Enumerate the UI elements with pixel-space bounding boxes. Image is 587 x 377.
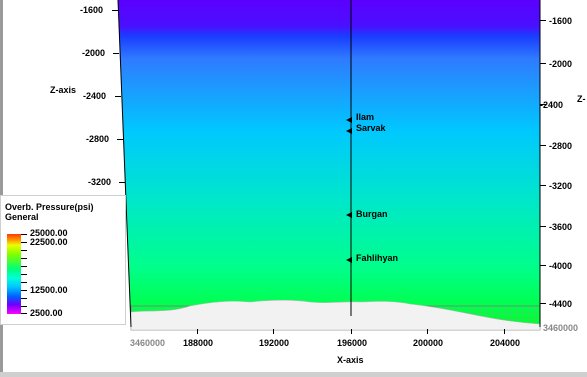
topography-profile (130, 299, 541, 331)
legend-tick (21, 250, 27, 251)
x-tick (273, 329, 274, 334)
color-legend[interactable]: Overb. Pressure(psi) General 25000.00 22… (0, 195, 126, 325)
x-tick (427, 329, 428, 334)
z-right-tick-label: -2400 (540, 100, 564, 110)
legend-subtitle: General (5, 212, 39, 222)
z-right-tick (540, 265, 546, 266)
z-right-tick-label: -4000 (549, 261, 573, 271)
legend-title: Overb. Pressure(psi) General (5, 202, 94, 222)
marker-burgan-arrow (346, 212, 352, 218)
marker-sarvak-arrow (346, 128, 352, 134)
x-tick-label: 200000 (413, 338, 444, 348)
legend-tick (21, 266, 27, 267)
legend-tick (21, 298, 27, 299)
z-right-tick-label: -4400 (549, 299, 573, 309)
x-tick-label: 204000 (490, 338, 521, 348)
marker-ilam-arrow (346, 117, 352, 123)
legend-color-bar (7, 234, 21, 314)
z-right-tick-label: -1600 (549, 16, 573, 26)
marker-label-fahlihyan[interactable]: Fahlihyan (356, 253, 399, 263)
z-left-tick-label: -2800 (86, 134, 110, 144)
legend-tick (21, 306, 27, 307)
right-extra-tick-label: 3460000 (543, 323, 579, 333)
x-axis-title: X-axis (337, 355, 364, 365)
marker-label-burgan[interactable]: Burgan (356, 209, 388, 219)
z-axis-right-title: Z- (577, 94, 586, 104)
z-left-tick-label: -1600 (80, 5, 104, 15)
z-right-tick (540, 185, 546, 186)
z-left-tick-label: -3200 (88, 177, 112, 187)
z-left-tick-label: -2400 (83, 91, 107, 101)
z-right-tick-label: -2800 (549, 141, 573, 151)
z-left-tick (113, 53, 119, 54)
z-left-tick (115, 96, 121, 97)
legend-tick (21, 282, 27, 283)
legend-tick (21, 242, 27, 243)
x-tick-label: 3460000 (130, 338, 166, 348)
z-right-tick-label: -3600 (549, 222, 573, 232)
legend-value: 2500.00 (30, 308, 63, 318)
legend-value: 22500.00 (30, 237, 68, 247)
pressure-surface (118, 0, 540, 327)
z-axis-left-title: Z-axis (50, 85, 77, 95)
z-right-tick (540, 303, 546, 304)
legend-tick (21, 313, 27, 314)
x-tick-label: 192000 (259, 338, 290, 348)
legend-title-line: Overb. Pressure(psi) (5, 202, 94, 212)
z-left-tick (112, 10, 118, 11)
x-tick (197, 329, 198, 334)
x-tick-label: 196000 (337, 338, 368, 348)
legend-tick (21, 290, 27, 291)
marker-fahlihyan-arrow (346, 257, 352, 263)
z-axis-left-line (117, 0, 132, 328)
z-right-tick (540, 145, 546, 146)
legend-value: 25000.00 (30, 228, 68, 238)
z-left-tick-label: -2000 (82, 48, 106, 58)
legend-tick (21, 274, 27, 275)
window-bottom-border (0, 372, 587, 377)
marker-label-ilam[interactable]: Ilam (356, 112, 375, 122)
legend-tick (21, 234, 27, 235)
x-tick-label: 188000 (183, 338, 214, 348)
z-left-tick (117, 139, 123, 140)
z-left-tick (119, 182, 125, 183)
z-right-tick (540, 104, 546, 105)
z-right-tick (540, 20, 546, 21)
z-right-tick (540, 226, 546, 227)
x-tick (351, 329, 352, 334)
marker-label-sarvak[interactable]: Sarvak (356, 123, 386, 133)
z-right-tick-label: -3200 (549, 181, 573, 191)
z-right-tick-label: -2000 (549, 59, 573, 69)
legend-tick (21, 258, 27, 259)
x-tick (504, 329, 505, 334)
window-left-border (0, 0, 3, 377)
z-right-tick (540, 63, 546, 64)
legend-value: 12500.00 (30, 285, 68, 295)
